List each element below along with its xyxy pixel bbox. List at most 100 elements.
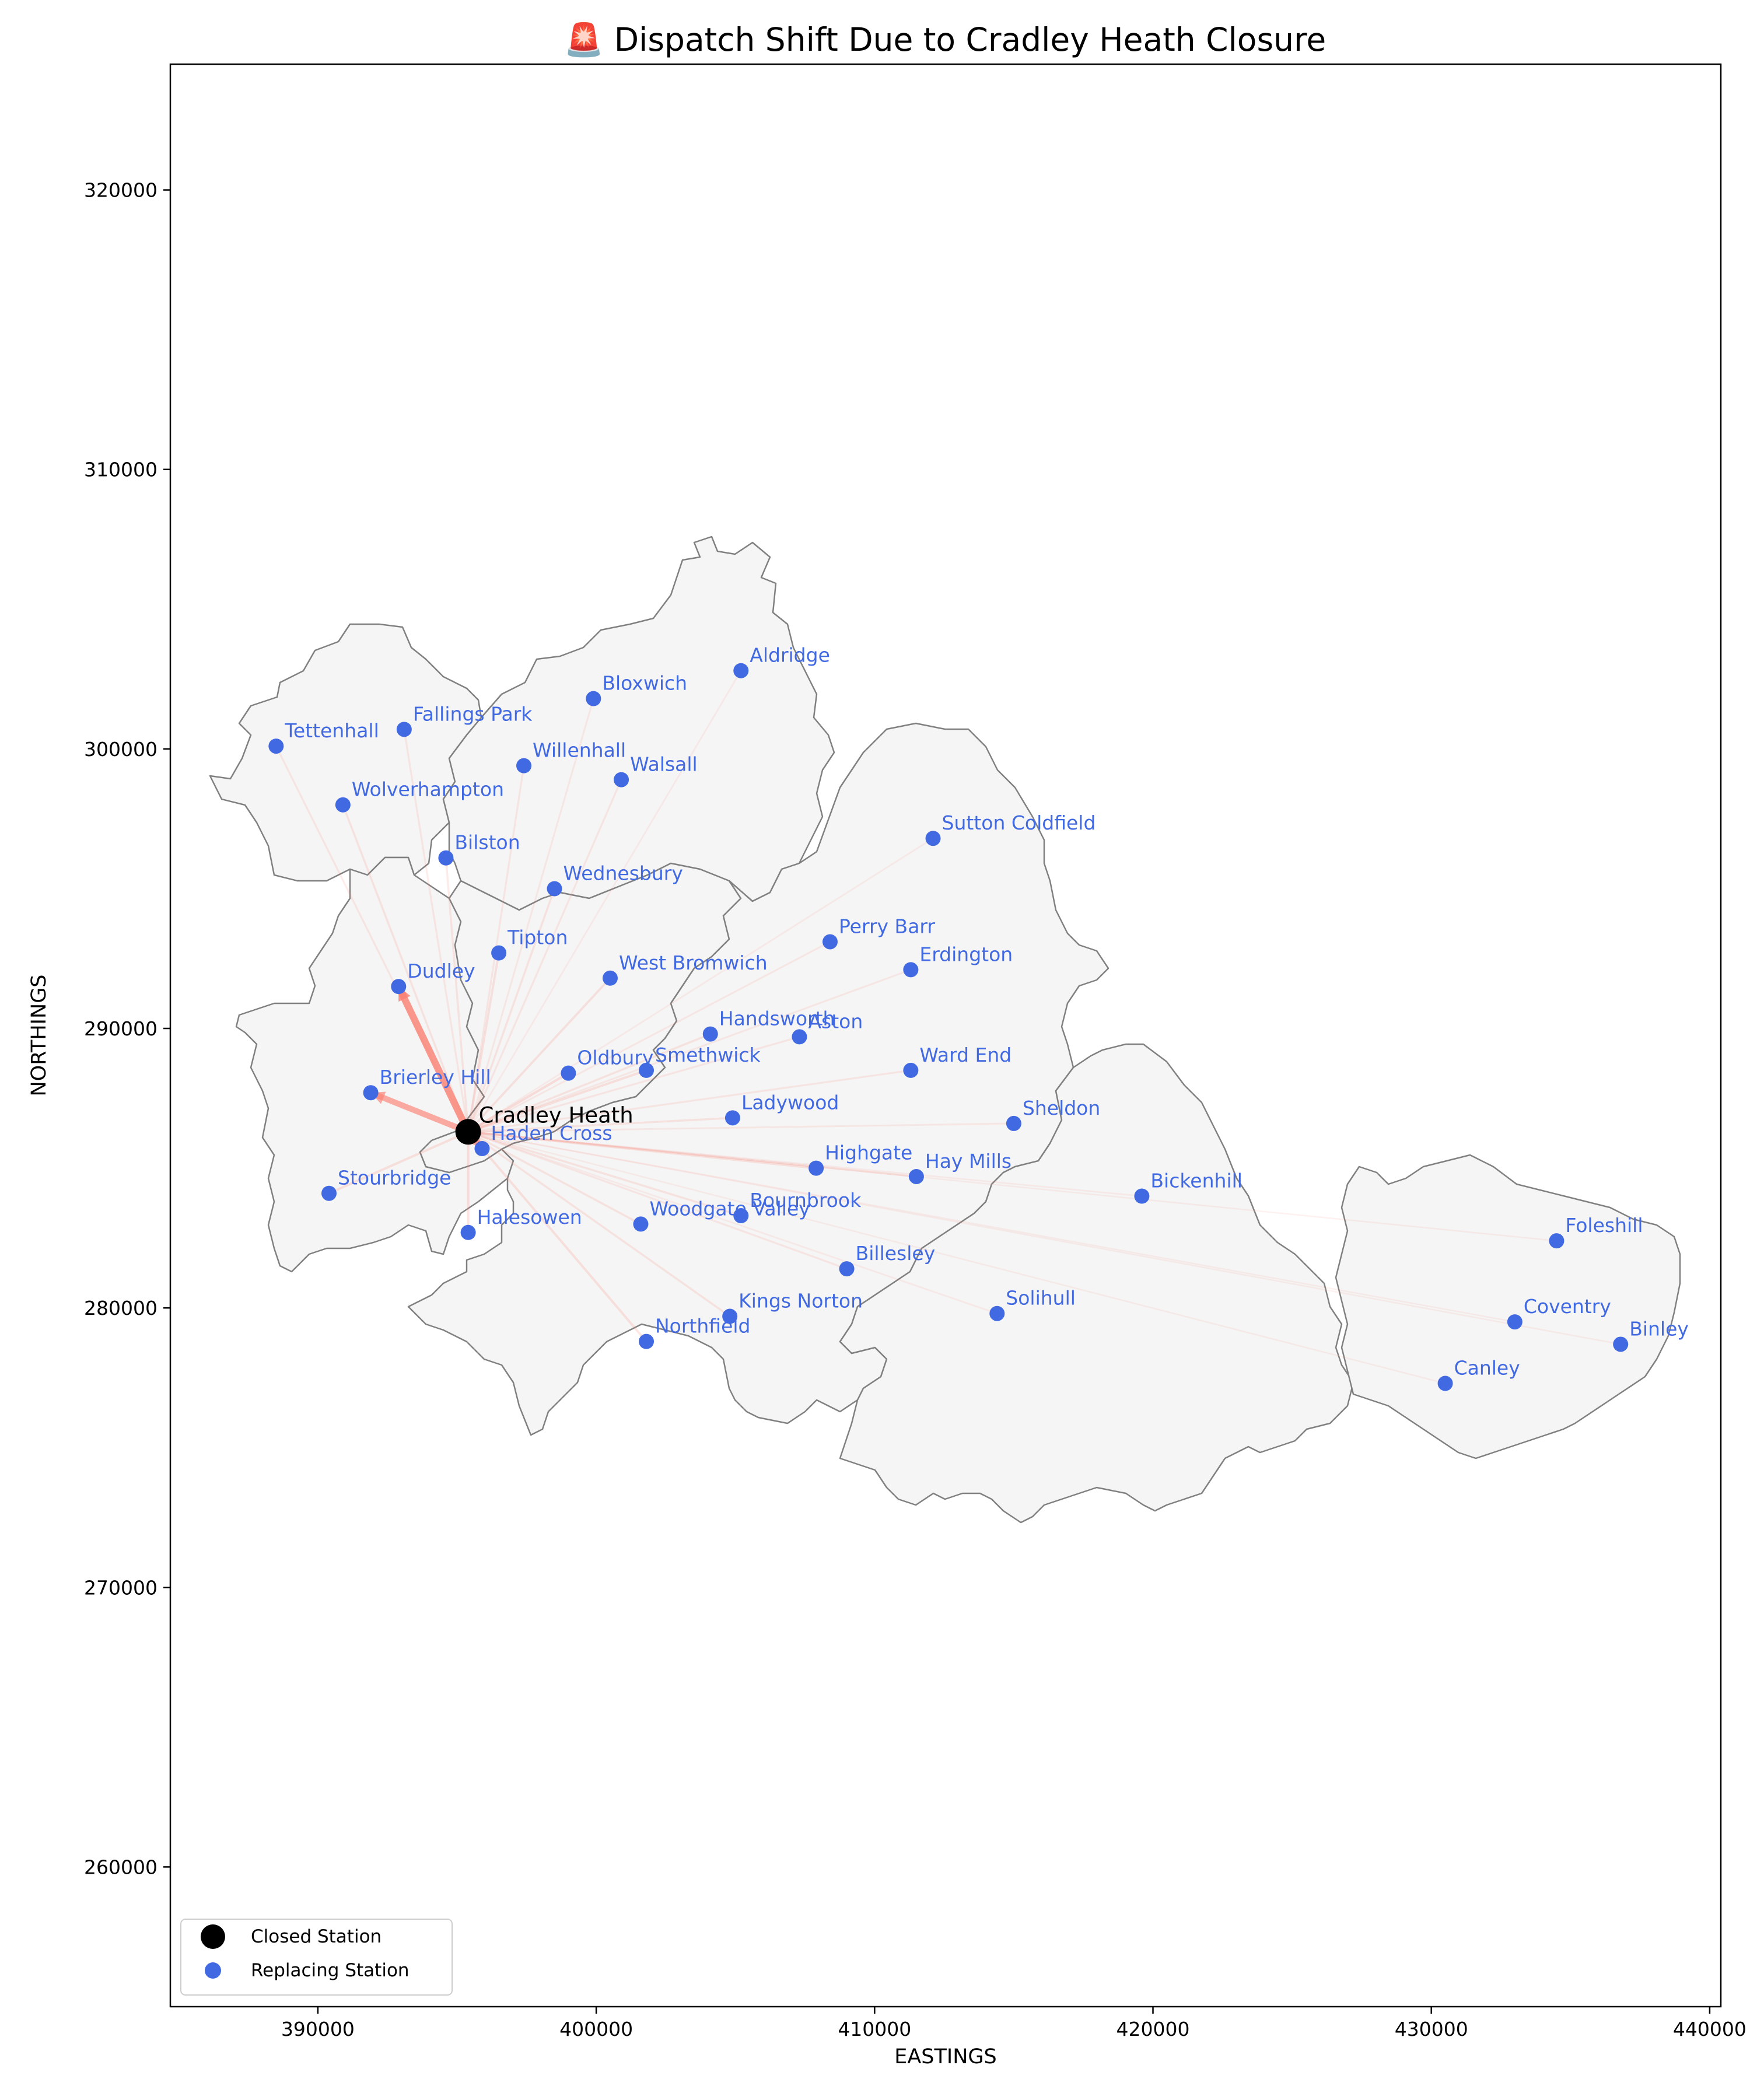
dispatch-arrow-bloxwich (467, 698, 594, 1133)
y-axis-ticks: 260000 270000 280000 290000 300000 310000 3200… (84, 179, 170, 1878)
station-label-kings-norton: Kings Norton (738, 1290, 863, 1312)
dispatch-arrow-aldridge (467, 670, 742, 1133)
station-label-bloxwich: Bloxwich (602, 672, 687, 695)
dispatch-arrow-bickenhill (467, 1130, 1143, 1197)
district-solihull (839, 1043, 1354, 1524)
station-markers (268, 663, 1629, 1391)
station-marker-tipton (491, 945, 507, 961)
x-tick-label: 440000 (1673, 2018, 1746, 2041)
station-label-walsall: Walsall (630, 753, 698, 776)
station-marker-wednesbury (547, 881, 562, 897)
dispatch-arrow-coventry (467, 1131, 1516, 1323)
dispatch-arrow-binley (467, 1131, 1622, 1345)
station-marker-coventry (1507, 1314, 1522, 1330)
dispatch-arrow-highgate (467, 1130, 818, 1170)
dispatch-arrow-brierley-hill (368, 1090, 471, 1135)
y-tick-label: 270000 (84, 1576, 158, 1599)
station-label-tettenhall: Tettenhall (284, 719, 379, 742)
dispatch-arrow-hay-mills (467, 1130, 918, 1178)
station-label-woodgate-valley: Woodgate Valley (649, 1197, 810, 1220)
dispatch-arrow-sutton-coldfield (467, 837, 934, 1133)
station-label-ward-end: Ward End (919, 1044, 1012, 1066)
legend-box (180, 1919, 453, 1996)
dispatch-arrow-wolverhampton (342, 803, 470, 1133)
legend-closed-marker (201, 1924, 225, 1949)
station-label-oldbury: Oldbury (577, 1046, 653, 1069)
station-label-northfield: Northfield (655, 1315, 751, 1338)
station-label-brierley-hill: Brierley Hill (380, 1066, 491, 1088)
y-tick-label: 290000 (84, 1017, 158, 1040)
dispatch-arrow-bilston (444, 856, 470, 1133)
dispatch-arrow-dudley (395, 983, 472, 1136)
station-label-bilston: Bilston (454, 831, 520, 854)
station-marker-stourbridge (321, 1185, 337, 1201)
x-axis-label: EASTINGS (894, 2045, 997, 2068)
station-label-highgate: Highgate (825, 1142, 912, 1164)
y-tick-label: 260000 (84, 1856, 158, 1878)
station-label-west-bromwich: West Bromwich (619, 951, 768, 974)
closed-station-group: Cradley Heath (455, 1102, 634, 1145)
chart-title: 🚨 Dispatch Shift Due to Cradley Heath Cl… (564, 21, 1326, 58)
station-marker-northfield (639, 1334, 654, 1349)
station-label-sheldon: Sheldon (1023, 1097, 1100, 1119)
station-label-handsworth: Handsworth (719, 1007, 835, 1030)
station-marker-bournbrook (733, 1208, 749, 1224)
dispatch-arrow-sheldon (467, 1122, 1015, 1133)
station-marker-foleshill (1549, 1233, 1564, 1249)
station-label-solihull: Solihull (1006, 1287, 1076, 1310)
station-marker-solihull (989, 1306, 1005, 1321)
x-axis-ticks: 390000 400000 410000 420000 430000 440000 (281, 2007, 1746, 2041)
y-tick-label: 320000 (84, 179, 158, 202)
station-marker-bickenhill (1134, 1188, 1150, 1204)
station-marker-handsworth (702, 1026, 718, 1042)
legend: Closed Station Replacing Station (180, 1919, 453, 1996)
dispatch-arrow-tipton (467, 951, 500, 1133)
dispatch-arrow-billesley (467, 1130, 848, 1270)
station-marker-sheldon (1006, 1115, 1021, 1131)
station-marker-tettenhall (268, 738, 284, 754)
dispatch-arrow-bournbrook (467, 1130, 743, 1217)
dispatch-arrow-canley (467, 1131, 1446, 1384)
station-marker-aston (792, 1029, 807, 1045)
station-labels: Tettenhall Fallings Park Wolverhampton Bils… (284, 644, 1689, 1380)
station-marker-aldridge (733, 663, 749, 678)
dispatch-arrow-erdington (467, 968, 912, 1133)
station-label-willenhall: Willenhall (533, 739, 626, 762)
station-label-smethwick: Smethwick (655, 1044, 761, 1066)
x-tick-label: 420000 (1116, 2018, 1190, 2041)
dispatch-arrow-wednesbury (467, 887, 556, 1133)
station-marker-haden-cross (474, 1141, 490, 1157)
closed-station-marker (455, 1119, 481, 1145)
station-marker-sutton-coldfield (925, 831, 941, 846)
station-label-halesowen: Halesowen (477, 1206, 582, 1228)
station-marker-west-bromwich (602, 970, 618, 986)
station-label-hay-mills: Hay Mills (925, 1150, 1012, 1172)
closed-station-label: Cradley Heath (479, 1102, 634, 1128)
dispatch-arrow-foleshill (467, 1131, 1558, 1242)
station-marker-brierley-hill (363, 1085, 379, 1101)
station-marker-perry-barr (822, 934, 838, 950)
station-marker-wolverhampton (335, 797, 351, 813)
station-marker-canley (1437, 1376, 1453, 1391)
station-label-dudley: Dudley (407, 960, 475, 982)
district-birmingham (407, 722, 1110, 1436)
station-label-binley: Binley (1629, 1317, 1689, 1340)
station-marker-oldbury (561, 1065, 576, 1081)
station-marker-bilston (438, 850, 454, 866)
station-label-fallings-park: Fallings Park (413, 702, 533, 725)
y-tick-label: 300000 (84, 738, 158, 761)
region-map (209, 536, 1681, 1524)
station-label-coventry: Coventry (1524, 1295, 1611, 1318)
station-label-haden-cross: Haden Cross (491, 1122, 612, 1144)
dispatch-arrow-stourbridge (328, 1130, 470, 1195)
dispatch-arrow-kings-norton (467, 1130, 731, 1318)
station-label-wednesbury: Wednesbury (564, 862, 683, 884)
station-marker-highgate (808, 1160, 824, 1176)
x-tick-label: 430000 (1395, 2018, 1468, 2041)
station-label-erdington: Erdington (919, 943, 1013, 965)
station-label-bournbrook: Bournbrook (750, 1189, 862, 1212)
station-label-stourbridge: Stourbridge (338, 1167, 451, 1189)
dispatch-arrow-woodgate-valley (467, 1130, 642, 1226)
dispatch-arrow-smethwick (467, 1069, 648, 1133)
